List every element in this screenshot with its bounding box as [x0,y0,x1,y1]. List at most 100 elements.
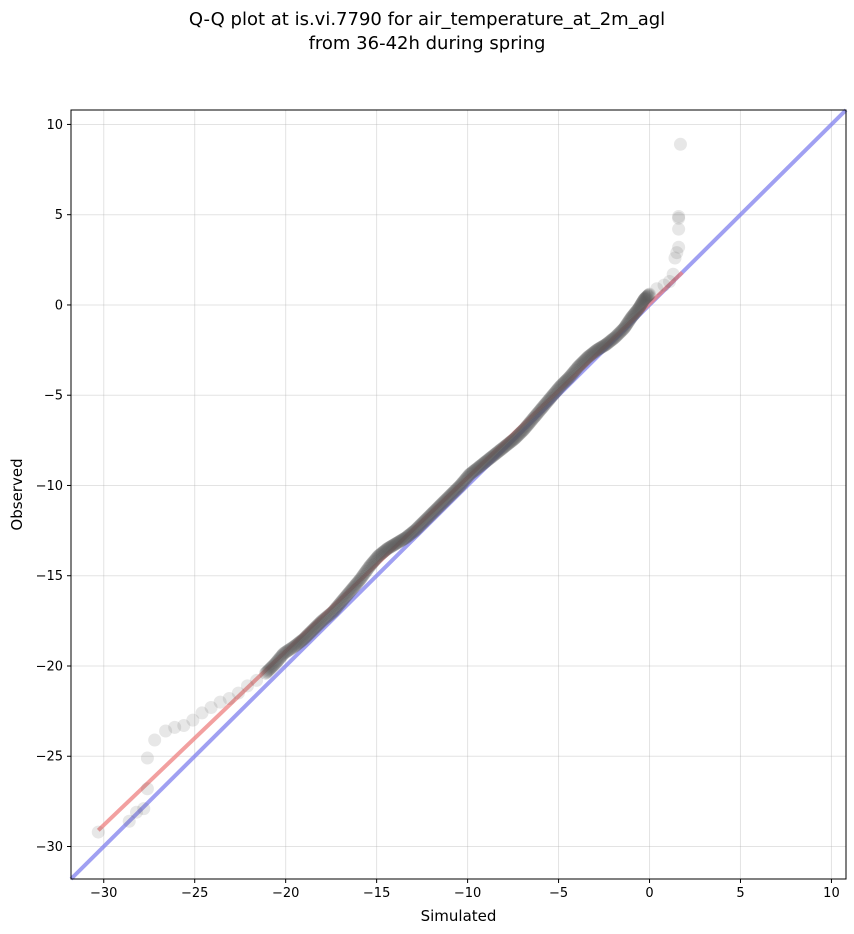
quantile-point [525,413,539,427]
quantile-point [514,426,528,440]
quantile-point [276,648,290,662]
quantile-point [564,369,578,383]
quantile-point [544,390,558,404]
quantile-point [414,518,428,532]
x-tick-label: −15 [363,886,390,901]
quantile-point [303,626,317,640]
quantile-point [499,439,513,453]
quantile-point [501,437,515,451]
quantile-point [474,459,488,473]
quantile-point [504,434,518,448]
quantile-point [307,622,321,636]
quantile-point [371,549,385,563]
quantile-point [368,553,382,567]
quantile-point [445,486,459,500]
quantile-point [581,350,595,364]
quantile-point [337,591,351,605]
quantile-point [517,423,531,437]
quantile-point [482,452,496,466]
quantile-point [634,298,648,312]
quantile-point [379,543,393,557]
quantile-point [389,537,403,551]
quantile-point [213,695,227,709]
chart-title-line-2: from 36-42h during spring [308,33,546,54]
quantile-point [487,448,501,462]
quantile-point [336,593,350,607]
quantile-point [503,435,517,449]
quantile-point [670,246,684,260]
quantile-point [608,330,622,344]
quantile-point [122,814,136,828]
quantile-point [424,508,438,522]
quantile-point [260,665,274,679]
quantile-point [308,621,322,635]
quantile-point [477,456,491,470]
quantile-point [454,477,468,491]
quantile-point [643,287,657,301]
grid-lines [71,110,846,879]
quantile-point [446,485,460,499]
quantile-point [461,469,475,483]
quantile-point [672,210,686,224]
quantile-point [626,308,640,322]
quantile-point [440,492,454,506]
quantile-point [578,353,592,367]
y-tick-label: 10 [46,118,63,133]
quantile-point [435,497,449,511]
plot-frame [70,109,847,880]
quantile-point [469,462,483,476]
quantile-point [580,351,594,365]
quantile-point [91,825,105,839]
quantile-point [250,673,264,687]
quantile-point [479,454,493,468]
quantile-point [524,414,538,428]
quantile-point [523,416,537,430]
quantile-point [672,211,686,225]
quantile-point [636,294,650,308]
quantile-point [421,510,435,524]
quantile-point [391,536,405,550]
quantile-point [401,529,415,543]
quantile-point [386,538,400,552]
quantile-point [410,521,424,535]
quantile-point [607,331,621,345]
quantile-point [547,387,561,401]
quantile-point [369,552,383,566]
quantile-point [559,374,573,388]
quantile-point [358,566,372,580]
quantile-point [573,358,587,372]
fit-line [96,271,684,832]
quantile-point [341,587,355,601]
quantile-point [418,513,432,527]
quantile-point [576,355,590,369]
quantile-point [548,386,562,400]
quantile-point [631,303,645,317]
quantile-point [148,733,162,747]
x-tick-label: −20 [272,886,299,901]
quantile-point [597,339,611,353]
quantile-point [622,315,636,329]
quantile-point [590,343,604,357]
quantile-point [309,620,323,634]
chart-title: Q-Q plot at is.vi.7790 for air_temperatu… [0,8,854,56]
quantile-point [222,691,236,705]
quantile-point [540,395,554,409]
quantile-point [641,288,655,302]
quantile-point [569,362,583,376]
quantile-point [296,633,310,647]
quantile-point [311,618,325,632]
y-tick-label: 5 [55,208,63,223]
quantile-point [406,525,420,539]
quantile-point [473,460,487,474]
quantile-point [498,440,512,454]
quantile-point [370,550,384,564]
quantile-point [638,292,652,306]
quantile-point [595,340,609,354]
quantile-point [304,625,318,639]
quantile-point [591,342,605,356]
quantile-point [476,457,490,471]
quantile-point [298,631,312,645]
quantile-point [195,706,209,720]
quantile-point [428,503,442,517]
quantile-point [350,576,364,590]
